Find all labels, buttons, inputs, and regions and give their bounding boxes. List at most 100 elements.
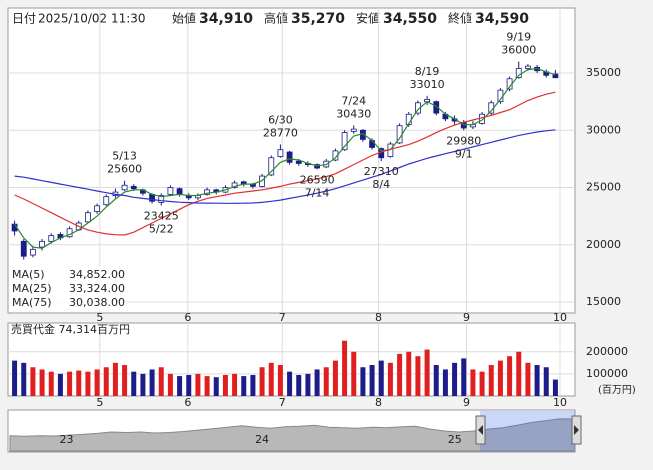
candle-body — [30, 248, 36, 256]
volume-bar — [241, 376, 247, 396]
candle-body — [341, 132, 348, 151]
annotation-value: 26590 — [300, 173, 335, 186]
volume-bar — [131, 371, 137, 396]
candle-body — [295, 160, 302, 164]
volume-bar — [552, 379, 558, 396]
volume-bar — [48, 371, 54, 396]
legend-value: 34,852.00 — [69, 268, 125, 281]
candle-body — [525, 65, 531, 69]
x-tick-label: 7 — [279, 311, 286, 324]
x-tick-label: 5 — [96, 396, 103, 409]
x-tick-label: 25 — [448, 433, 462, 446]
volume-bar — [488, 365, 494, 396]
candle-body — [176, 188, 183, 195]
legend-value: 30,038.00 — [69, 296, 125, 309]
volume-bar — [149, 369, 155, 396]
annotation-date: 8/19 — [415, 65, 440, 78]
range-window[interactable] — [480, 411, 575, 451]
annotation-value: 33010 — [410, 78, 445, 91]
annotation-date: 9/19 — [506, 31, 531, 44]
volume-bar — [21, 362, 27, 396]
legend-bg — [9, 267, 127, 311]
candle-body — [20, 240, 27, 257]
volume-bar — [140, 373, 146, 396]
volume-bar — [94, 369, 100, 396]
volume-bar — [186, 374, 192, 396]
volume-bar — [497, 360, 503, 396]
volume-bar — [516, 351, 522, 396]
volume-bar — [195, 373, 201, 396]
ma-line — [14, 91, 556, 236]
x-tick-label: 23 — [60, 433, 74, 446]
annotation-value: 25600 — [107, 163, 142, 176]
handle-arrow — [478, 425, 483, 435]
candle-body — [433, 101, 440, 114]
annotation-date: 7/24 — [341, 94, 366, 107]
volume-bar — [76, 370, 82, 396]
volume-bar — [204, 376, 210, 396]
legend-name: MA(25) — [12, 282, 52, 295]
datetime: 2025/10/02 11:30 — [38, 12, 146, 26]
candle-body — [204, 189, 210, 195]
candle-body — [167, 187, 174, 195]
x-tick-label: 7 — [279, 396, 286, 409]
volume-bar — [112, 362, 118, 396]
volume-bar — [167, 373, 173, 396]
volume-bar — [452, 362, 458, 396]
volume-bar — [259, 367, 265, 396]
volume-bar — [314, 369, 320, 396]
candle-body — [103, 196, 110, 206]
volume-bar — [360, 367, 366, 396]
volume-bar — [213, 377, 219, 396]
header-label: 始値 — [172, 11, 196, 26]
header: 日付 2025/10/02 11:30 始値 34,910 高値 35,270 安値 34,5… — [9, 9, 529, 29]
ma-line — [14, 129, 556, 204]
annotation-date: 9/1 — [455, 148, 473, 161]
legend-value: 33,324.00 — [69, 282, 125, 295]
header-value: 34,910 — [199, 11, 253, 27]
candle-body — [130, 185, 137, 190]
annotation-value: 27310 — [364, 165, 399, 178]
volume-bar — [543, 367, 549, 396]
header-label: 安値 — [356, 11, 380, 26]
volume-bar — [525, 362, 531, 396]
annotation-date: 8/4 — [372, 178, 390, 191]
x-tick-label: 8 — [375, 311, 382, 324]
handle-arrow — [574, 425, 579, 435]
volume-bar — [470, 369, 476, 396]
candle-body — [369, 140, 375, 148]
header-label: 高値 — [264, 11, 288, 26]
volume-bar — [30, 367, 36, 396]
x-tick-label: 8 — [375, 396, 382, 409]
volume-bar — [250, 374, 256, 396]
volume-bar — [85, 371, 91, 396]
volume-bar — [39, 369, 45, 396]
volume-bar — [424, 349, 430, 396]
volume-bar — [57, 373, 63, 396]
volume-bar — [461, 358, 467, 396]
legend-name: MA(75) — [12, 296, 52, 309]
annotation-value: 29980 — [446, 135, 481, 148]
x-tick-label: 6 — [184, 311, 191, 324]
volume-unit: (百万円) — [598, 384, 636, 396]
x-tick-label: 10 — [553, 396, 567, 409]
overview-area — [9, 418, 576, 452]
plot-layer: 15000 20000 25000 30000 35000 5 6 7 8 9 10 5/132560… — [8, 8, 636, 452]
volume-bar — [351, 351, 357, 396]
x-tick-label: 10 — [553, 311, 567, 324]
candle-body — [286, 151, 293, 163]
candle-body — [48, 235, 55, 242]
annotation-date: 7/14 — [305, 186, 330, 199]
volume-bar — [305, 373, 311, 396]
annotation-value: 23425 — [144, 210, 179, 223]
volume-bar — [406, 351, 412, 396]
volume-bar — [387, 362, 393, 396]
y-tick-label: 25000 — [586, 181, 621, 194]
x-tick-label: 9 — [463, 396, 470, 409]
annotation-value: 36000 — [501, 44, 536, 57]
x-tick-label: 24 — [255, 433, 269, 446]
volume-bar — [122, 365, 128, 396]
candle-body — [277, 149, 284, 158]
volume-bar — [507, 356, 513, 396]
